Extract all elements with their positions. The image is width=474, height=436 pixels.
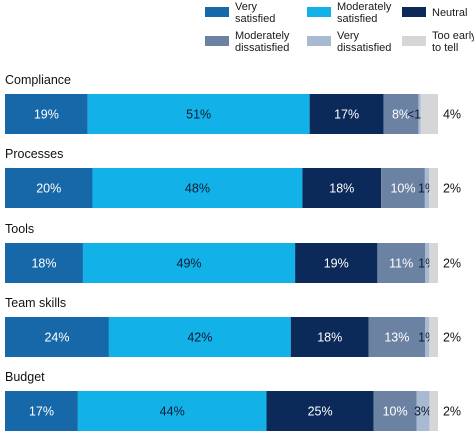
bar-team-skills-very-satisfied bbox=[5, 317, 109, 357]
data-label-tools-moderately-dissatisfied: 11% bbox=[389, 257, 413, 271]
data-label-tools-moderately-satisfied: 49% bbox=[177, 257, 202, 271]
data-label-processes-moderately-satisfied: 48% bbox=[185, 182, 210, 196]
data-label-budget-moderately-dissatisfied: 10% bbox=[383, 405, 408, 419]
data-label-budget-neutral: 25% bbox=[308, 405, 333, 419]
data-label-compliance-moderately-satisfied: 51% bbox=[186, 108, 211, 122]
bar-compliance-moderately-dissatisfied bbox=[383, 94, 419, 134]
bar-budget-moderately-dissatisfied bbox=[373, 391, 417, 431]
data-label-processes-very-satisfied: 20% bbox=[36, 182, 61, 196]
data-label-processes-neutral: 18% bbox=[329, 182, 354, 196]
legend-label-neutral: Neutral bbox=[432, 7, 467, 19]
legend-item-very-dissatisfied: Very dissatisfied bbox=[307, 30, 391, 54]
bar-budget-very-satisfied bbox=[5, 391, 78, 431]
legend: Very satisfied Moderately satisfied Neutral M… bbox=[205, 1, 474, 54]
data-label-tools-neutral: 19% bbox=[324, 257, 349, 271]
legend-swatch-too-early-to-tell bbox=[402, 36, 426, 46]
bar-processes-very-satisfied bbox=[5, 168, 93, 208]
category-label-compliance: Compliance bbox=[5, 73, 71, 87]
data-label-tools-too-early-to-tell: 2% bbox=[443, 257, 461, 271]
data-label-team-skills-neutral: 18% bbox=[317, 331, 342, 345]
bar-tools-very-dissatisfied bbox=[425, 243, 430, 283]
bar-tools-moderately-dissatisfied bbox=[377, 243, 426, 283]
bar-compliance-moderately-satisfied bbox=[87, 94, 310, 134]
bar-team-skills-very-dissatisfied bbox=[425, 317, 430, 357]
bar-compliance-very-satisfied bbox=[5, 94, 88, 134]
bar-compliance-too-early-to-tell bbox=[420, 94, 438, 134]
data-label-processes-too-early-to-tell: 2% bbox=[443, 182, 461, 196]
bar-tools-moderately-satisfied bbox=[82, 243, 296, 283]
bar-tools-neutral bbox=[295, 243, 378, 283]
data-label-processes-moderately-dissatisfied: 10% bbox=[390, 182, 415, 196]
legend-item-very-satisfied: Very satisfied bbox=[205, 1, 275, 25]
row-budget: Budget 17% 44% 25% 10% 3% 2% bbox=[5, 370, 461, 431]
data-label-budget-very-satisfied: 17% bbox=[29, 405, 54, 419]
legend-swatch-neutral bbox=[402, 7, 426, 17]
bar-team-skills-moderately-dissatisfied bbox=[368, 317, 426, 357]
bar-team-skills-neutral bbox=[290, 317, 369, 357]
bar-compliance-neutral bbox=[309, 94, 384, 134]
data-label-budget-very-dissatisfied: 3% bbox=[414, 405, 432, 419]
data-label-tools-very-satisfied: 18% bbox=[31, 257, 56, 271]
bar-processes-moderately-satisfied bbox=[92, 168, 303, 208]
bar-budget-neutral bbox=[266, 391, 374, 431]
data-label-compliance-very-satisfied: 19% bbox=[34, 108, 59, 122]
legend-item-too-early-to-tell: Too early to tell bbox=[402, 30, 474, 54]
bar-tools-very-satisfied bbox=[5, 243, 83, 283]
data-label-compliance-too-early-to-tell: 4% bbox=[443, 108, 461, 122]
bar-budget-too-early-to-tell bbox=[429, 391, 438, 431]
legend-label-very-satisfied: Very satisfied bbox=[235, 1, 275, 25]
legend-label-very-dissatisfied: Very dissatisfied bbox=[337, 30, 391, 54]
data-label-compliance-moderately-dissatisfied: 8% bbox=[392, 108, 410, 122]
bar-team-skills-moderately-satisfied bbox=[108, 317, 291, 357]
bar-team-skills-too-early-to-tell bbox=[429, 317, 438, 357]
legend-label-moderately-dissatisfied: Moderately dissatisfied bbox=[235, 30, 290, 54]
legend-item-moderately-dissatisfied: Moderately dissatisfied bbox=[205, 30, 290, 54]
bar-processes-moderately-dissatisfied bbox=[381, 168, 425, 208]
data-label-budget-too-early-to-tell: 2% bbox=[443, 405, 461, 419]
bar-processes-too-early-to-tell bbox=[429, 168, 438, 208]
legend-item-neutral: Neutral bbox=[402, 7, 467, 19]
data-label-compliance-neutral: 17% bbox=[334, 108, 359, 122]
bar-processes-very-dissatisfied bbox=[424, 168, 430, 208]
legend-label-too-early-to-tell: Too early to tell bbox=[432, 30, 474, 54]
bar-budget-very-dissatisfied bbox=[416, 391, 430, 431]
data-label-team-skills-moderately-satisfied: 42% bbox=[187, 331, 212, 345]
legend-item-moderately-satisfied: Moderately satisfied bbox=[307, 1, 392, 25]
category-label-team-skills: Team skills bbox=[5, 296, 66, 310]
data-label-team-skills-moderately-dissatisfied: 13% bbox=[384, 331, 409, 345]
data-label-team-skills-too-early-to-tell: 2% bbox=[443, 331, 461, 345]
legend-swatch-very-satisfied bbox=[205, 7, 229, 17]
category-label-budget: Budget bbox=[5, 370, 45, 384]
legend-swatch-moderately-satisfied bbox=[307, 7, 331, 17]
legend-swatch-very-dissatisfied bbox=[307, 36, 331, 46]
bar-compliance-very-dissatisfied bbox=[418, 94, 421, 134]
data-label-team-skills-very-satisfied: 24% bbox=[44, 331, 69, 345]
category-label-processes: Processes bbox=[5, 147, 63, 161]
bar-tools-too-early-to-tell bbox=[429, 243, 438, 283]
bar-budget-moderately-satisfied bbox=[77, 391, 267, 431]
legend-label-moderately-satisfied: Moderately satisfied bbox=[337, 1, 392, 25]
legend-swatch-moderately-dissatisfied bbox=[205, 36, 229, 46]
bar-processes-neutral bbox=[302, 168, 382, 208]
category-label-tools: Tools bbox=[5, 222, 34, 236]
data-label-budget-moderately-satisfied: 44% bbox=[160, 405, 185, 419]
